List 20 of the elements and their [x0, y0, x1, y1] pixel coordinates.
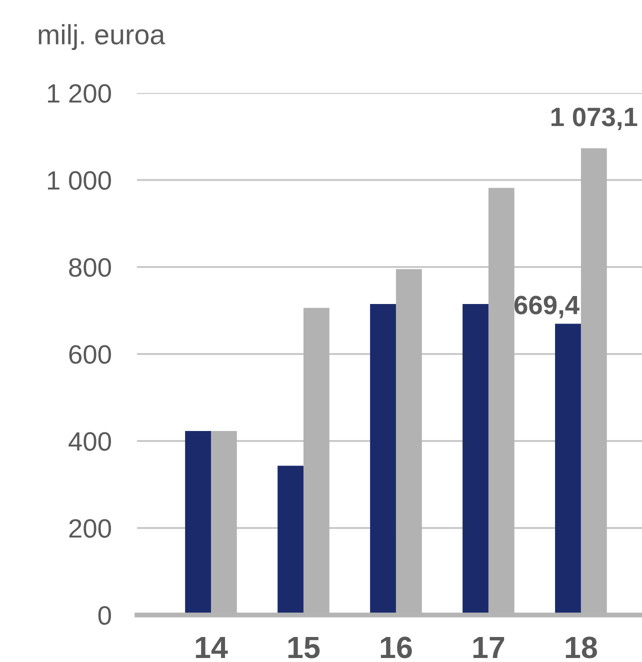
y-tick-label: 800 [69, 258, 111, 277]
data-label: 669,4 [514, 296, 580, 318]
y-tick-label: 400 [68, 432, 111, 451]
x-tick-label: 15 [288, 636, 320, 658]
x-tick-label: 18 [566, 636, 598, 658]
bar [185, 430, 211, 615]
x-tick-label: 17 [473, 636, 504, 658]
bar [555, 324, 581, 615]
y-tick-label: 0 [98, 606, 111, 625]
bar [278, 466, 304, 615]
y-tick-label: 1 200 [48, 84, 111, 103]
data-label: 1 073,1 [552, 108, 638, 130]
y-tick-label: 200 [69, 519, 111, 538]
y-axis-title: milj. euroa [38, 24, 166, 50]
x-tick-label: 14 [196, 636, 228, 658]
y-tick-label: 1 000 [48, 171, 111, 190]
bar [370, 304, 396, 615]
y-tick-label: 600 [69, 345, 111, 364]
bar [462, 304, 488, 615]
x-tick-label: 16 [380, 636, 412, 658]
